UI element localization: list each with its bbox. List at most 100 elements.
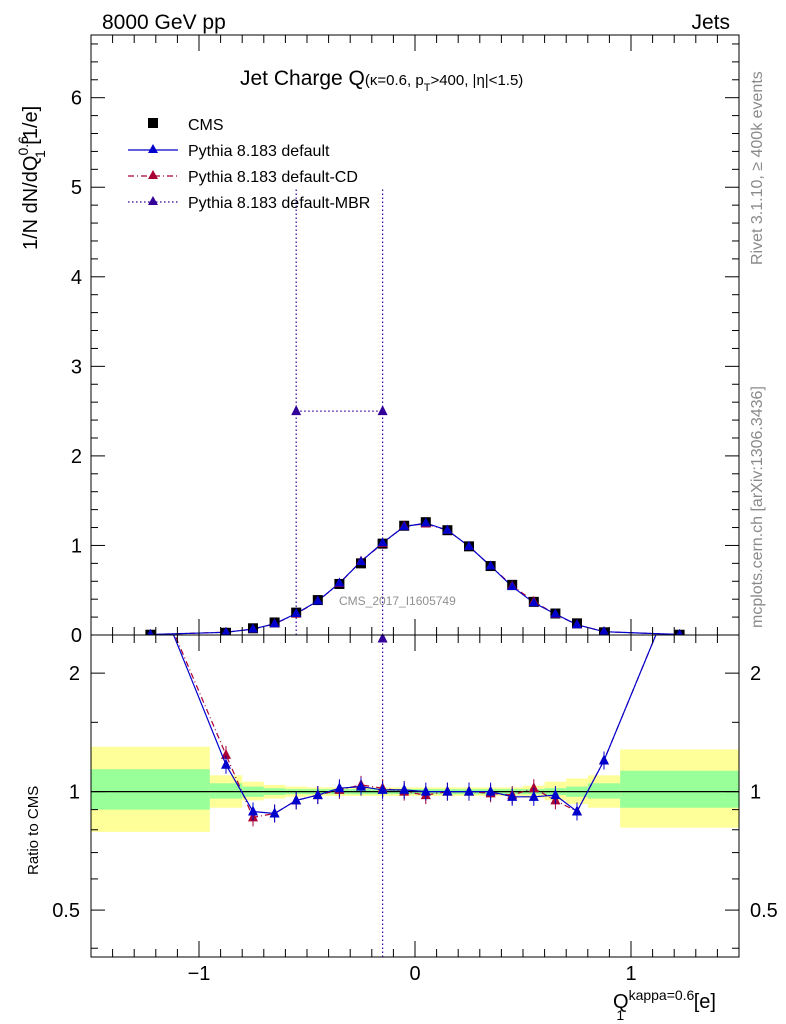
legend-marker-default [148,144,158,153]
legend-entry-cd: Pythia 8.183 default-CD [128,169,358,186]
mc-point-1 [572,619,582,629]
mc-point-1 [147,628,154,635]
ratio-y-tick-label-right: 0.5 [750,900,778,922]
ratio-panel: 0.5 0.5 1 1 2 2 −1 0 1 Ratio to CMS Qkappa=0.6 1 … [25,634,778,1023]
ylabel-main: 1/N dN/dQ [20,156,42,250]
ratio-point-1 [248,805,258,816]
main-y-tick-label: 5 [71,177,82,199]
legend-label-cms: CMS [188,117,224,134]
main-y-tick-label: 0 [71,625,82,647]
ratio-y-tick-label: 2 [69,663,80,685]
ratio-point-1 [420,785,431,796]
ratio-point-1 [507,790,518,801]
xlabel-sup: kappa=0.6 [629,987,695,1003]
ratio-point-1 [221,758,231,769]
mcplots-label: mcplots.cern.ch [arXiv:1306.3436] [749,386,766,628]
xlabel-main: Q [613,991,629,1013]
ratio-point-1 [599,754,609,765]
title-sub-t: T [424,82,431,94]
mc-point-1 [550,608,561,618]
mc-point-1 [528,597,539,607]
mc-point-1 [356,556,366,566]
mc-point-1 [399,521,410,531]
ylabel-sub: 1 [32,150,48,158]
mc-point-1 [507,581,518,591]
mbr-point [377,405,388,416]
ratio-point-1 [442,785,453,796]
ratio-plot-area [91,635,739,957]
mbr-ratio-point [377,635,388,643]
ratio-point-1 [291,794,302,805]
analysis-watermark: CMS_2017_I1605749 [339,594,456,608]
mbr-point [291,405,302,416]
ratio-point-1 [572,805,582,816]
plot-title: Jet Charge Q(κ=0.6, pT>400, |η|<1.5) [240,67,523,94]
rivet-version-label: Rivet 3.1.10, ≥ 400k events [749,71,766,265]
ratio-point-1 [356,780,366,791]
ratio-point-1 [269,807,280,818]
title-sub: (κ=0.6, p [365,72,424,89]
main-axes: 0 1 2 3 4 5 6 [71,35,740,647]
main-y-axis-label: 1/N dN/dQ0.61 [1/e] [15,106,48,250]
legend-label-cd: Pythia 8.183 default-CD [188,169,358,186]
series-line-1 [150,522,680,635]
ratio-y-tick-label-right: 2 [750,663,761,685]
legend-entry-mbr: Pythia 8.183 default-MBR [128,195,370,212]
ylabel-sup: 0.6 [15,136,31,156]
legend-marker-cd [148,170,158,179]
collision-label: 8000 GeV pp [102,11,226,34]
ratio-point-1 [377,783,388,794]
legend-entry-cms: CMS [148,117,224,134]
legend-marker-cms [148,118,158,128]
mc-point-1 [485,560,496,570]
mc-point-1 [312,595,323,605]
x-tick-label: 0 [409,963,420,985]
ratio-point-1 [399,783,410,794]
ratio-y-tick-label-right: 1 [750,782,761,804]
legend-label-mbr: Pythia 8.183 default-MBR [188,195,370,212]
mc-point-1 [420,517,431,527]
mc-point-1 [248,623,258,633]
ratio-point-1 [485,785,496,796]
x-tick-label: −1 [188,963,211,985]
mc-point-1 [269,618,280,628]
main-y-tick-label: 6 [71,88,82,110]
ratio-point-2 [221,748,231,759]
main-plot-area [145,187,685,635]
mc-point-1 [291,608,302,618]
ratio-point-1 [334,782,345,793]
xlabel-unit: [e] [688,991,716,1013]
ratio-y-tick-label: 0.5 [52,900,80,922]
ratio-point-2 [528,782,539,793]
mc-point-1 [676,628,683,635]
xlabel-sub: 1 [616,1007,624,1023]
title-main: Jet Charge Q [240,67,365,90]
ratio-point-1 [312,789,323,800]
main-y-tick-label: 2 [71,446,82,468]
ratio-y-tick-label: 1 [69,782,80,804]
mc-point-1 [599,626,609,635]
uncertainty-band-inner [209,783,243,799]
ratio-point-1 [550,789,561,800]
series-line-2 [150,523,680,635]
ratio-line-1 [172,635,657,815]
uncertainty-band-inner [91,769,210,810]
main-y-tick-label: 4 [71,267,82,289]
uncertainty-band-inner [587,783,621,799]
title-tail: >400, |η|<1.5) [430,72,523,89]
x-tick-label: 1 [625,963,636,985]
mc-point-1 [464,540,474,550]
main-y-tick-label: 1 [71,535,82,557]
process-label: Jets [691,11,730,34]
x-axis-label: Qkappa=0.6 1 [e] [613,987,716,1023]
mc-point-1 [221,626,231,635]
mc-point-1 [377,537,388,547]
legend-label-default: Pythia 8.183 default [188,143,330,160]
ratio-point-1 [464,785,474,796]
main-panel: 0 1 2 3 4 5 6 CMS_2017_I1605749 Jet Charge Q(κ… [15,34,740,647]
ylabel-unit: [1/e] [20,106,42,150]
legend-marker-mbr [148,196,158,205]
ratio-point-1 [528,790,539,801]
ratio-y-axis-label: Ratio to CMS [25,786,42,875]
